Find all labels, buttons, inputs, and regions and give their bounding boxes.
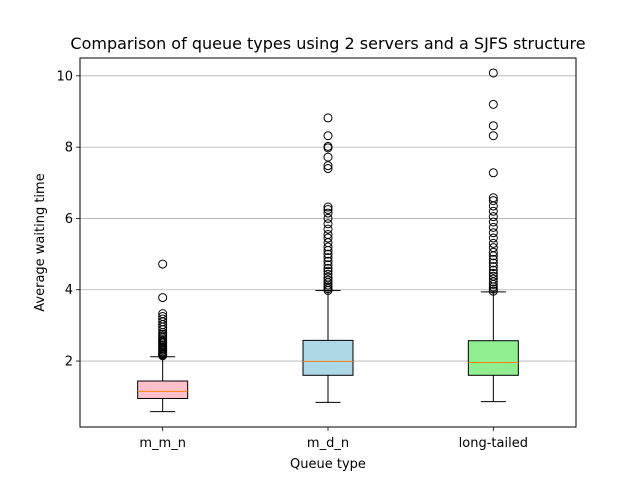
x-tick-label: long-tailed [459, 436, 528, 451]
y-axis-label: Average waiting time [33, 173, 48, 311]
boxes-layer [137, 68, 519, 413]
outlier-point [488, 168, 498, 178]
outlier-point [488, 228, 498, 238]
outlier-point [488, 271, 498, 281]
outlier-point [158, 259, 168, 269]
outlier-point [323, 164, 333, 174]
outlier-point [323, 242, 333, 252]
outlier-point [488, 247, 498, 257]
outlier-point [488, 284, 498, 294]
x-tick-label: m_d_n [307, 436, 349, 451]
outlier-point [323, 272, 333, 282]
outlier-point [488, 131, 498, 141]
y-tick-label: 4 [65, 283, 73, 298]
outlier-point [323, 253, 333, 263]
outlier-point [323, 213, 333, 223]
outlier-point [488, 206, 498, 216]
outlier-point [158, 314, 168, 324]
outlier-point [488, 254, 498, 264]
y-axis: 2 4 6 8 10 [56, 69, 80, 370]
chart-title: Comparison of queue types using 2 server… [70, 34, 585, 53]
outlier-point [488, 268, 498, 278]
y-tick-label: 10 [56, 69, 73, 84]
outlier-point [323, 275, 333, 285]
outlier-point [488, 243, 498, 253]
outlier-point [488, 193, 498, 203]
y-tick-label: 6 [65, 212, 73, 227]
outlier-point [323, 219, 333, 229]
y-tick-label: 2 [65, 355, 73, 370]
outlier-point [323, 113, 333, 123]
outlier-point [488, 238, 498, 248]
outlier-point [323, 141, 333, 151]
iqr-box [467, 340, 519, 376]
outlier-point [323, 208, 333, 218]
outlier-point [158, 309, 168, 319]
outlier-point [488, 99, 498, 109]
outlier-point [488, 68, 498, 78]
outlier-point [488, 262, 498, 272]
outlier-point [488, 277, 498, 287]
outlier-point [488, 258, 498, 268]
box-group [302, 113, 354, 403]
outlier-point [488, 121, 498, 131]
outlier-point [488, 212, 498, 222]
x-tick-label: m_m_n [139, 436, 186, 451]
outlier-point [323, 260, 333, 270]
x-axis-label: Queue type [290, 457, 366, 472]
outlier-point [488, 286, 498, 296]
outlier-point [323, 256, 333, 266]
outlier-point [323, 263, 333, 273]
iqr-box [302, 339, 354, 376]
outlier-point [323, 131, 333, 141]
outlier-point [158, 293, 168, 303]
outlier-point [323, 224, 333, 234]
outlier-point [488, 233, 498, 243]
outlier-point [488, 196, 498, 206]
outlier-point [323, 233, 333, 243]
iqr-box [137, 380, 189, 399]
outlier-point [323, 249, 333, 259]
y-tick-label: 8 [65, 141, 73, 156]
outlier-point [323, 205, 333, 215]
box-group [137, 259, 189, 413]
outlier-point [488, 222, 498, 232]
outlier-point [323, 202, 333, 212]
outlier-point [323, 266, 333, 276]
outlier-point [323, 161, 333, 171]
box-group [467, 68, 519, 403]
outlier-point [488, 217, 498, 227]
outlier-point [323, 152, 333, 162]
outlier-point [323, 229, 333, 239]
outlier-point [488, 274, 498, 284]
outlier-point [488, 265, 498, 275]
outlier-point [158, 311, 168, 321]
x-axis: m_m_n m_d_n long-tailed [139, 427, 528, 451]
outlier-point [323, 269, 333, 279]
